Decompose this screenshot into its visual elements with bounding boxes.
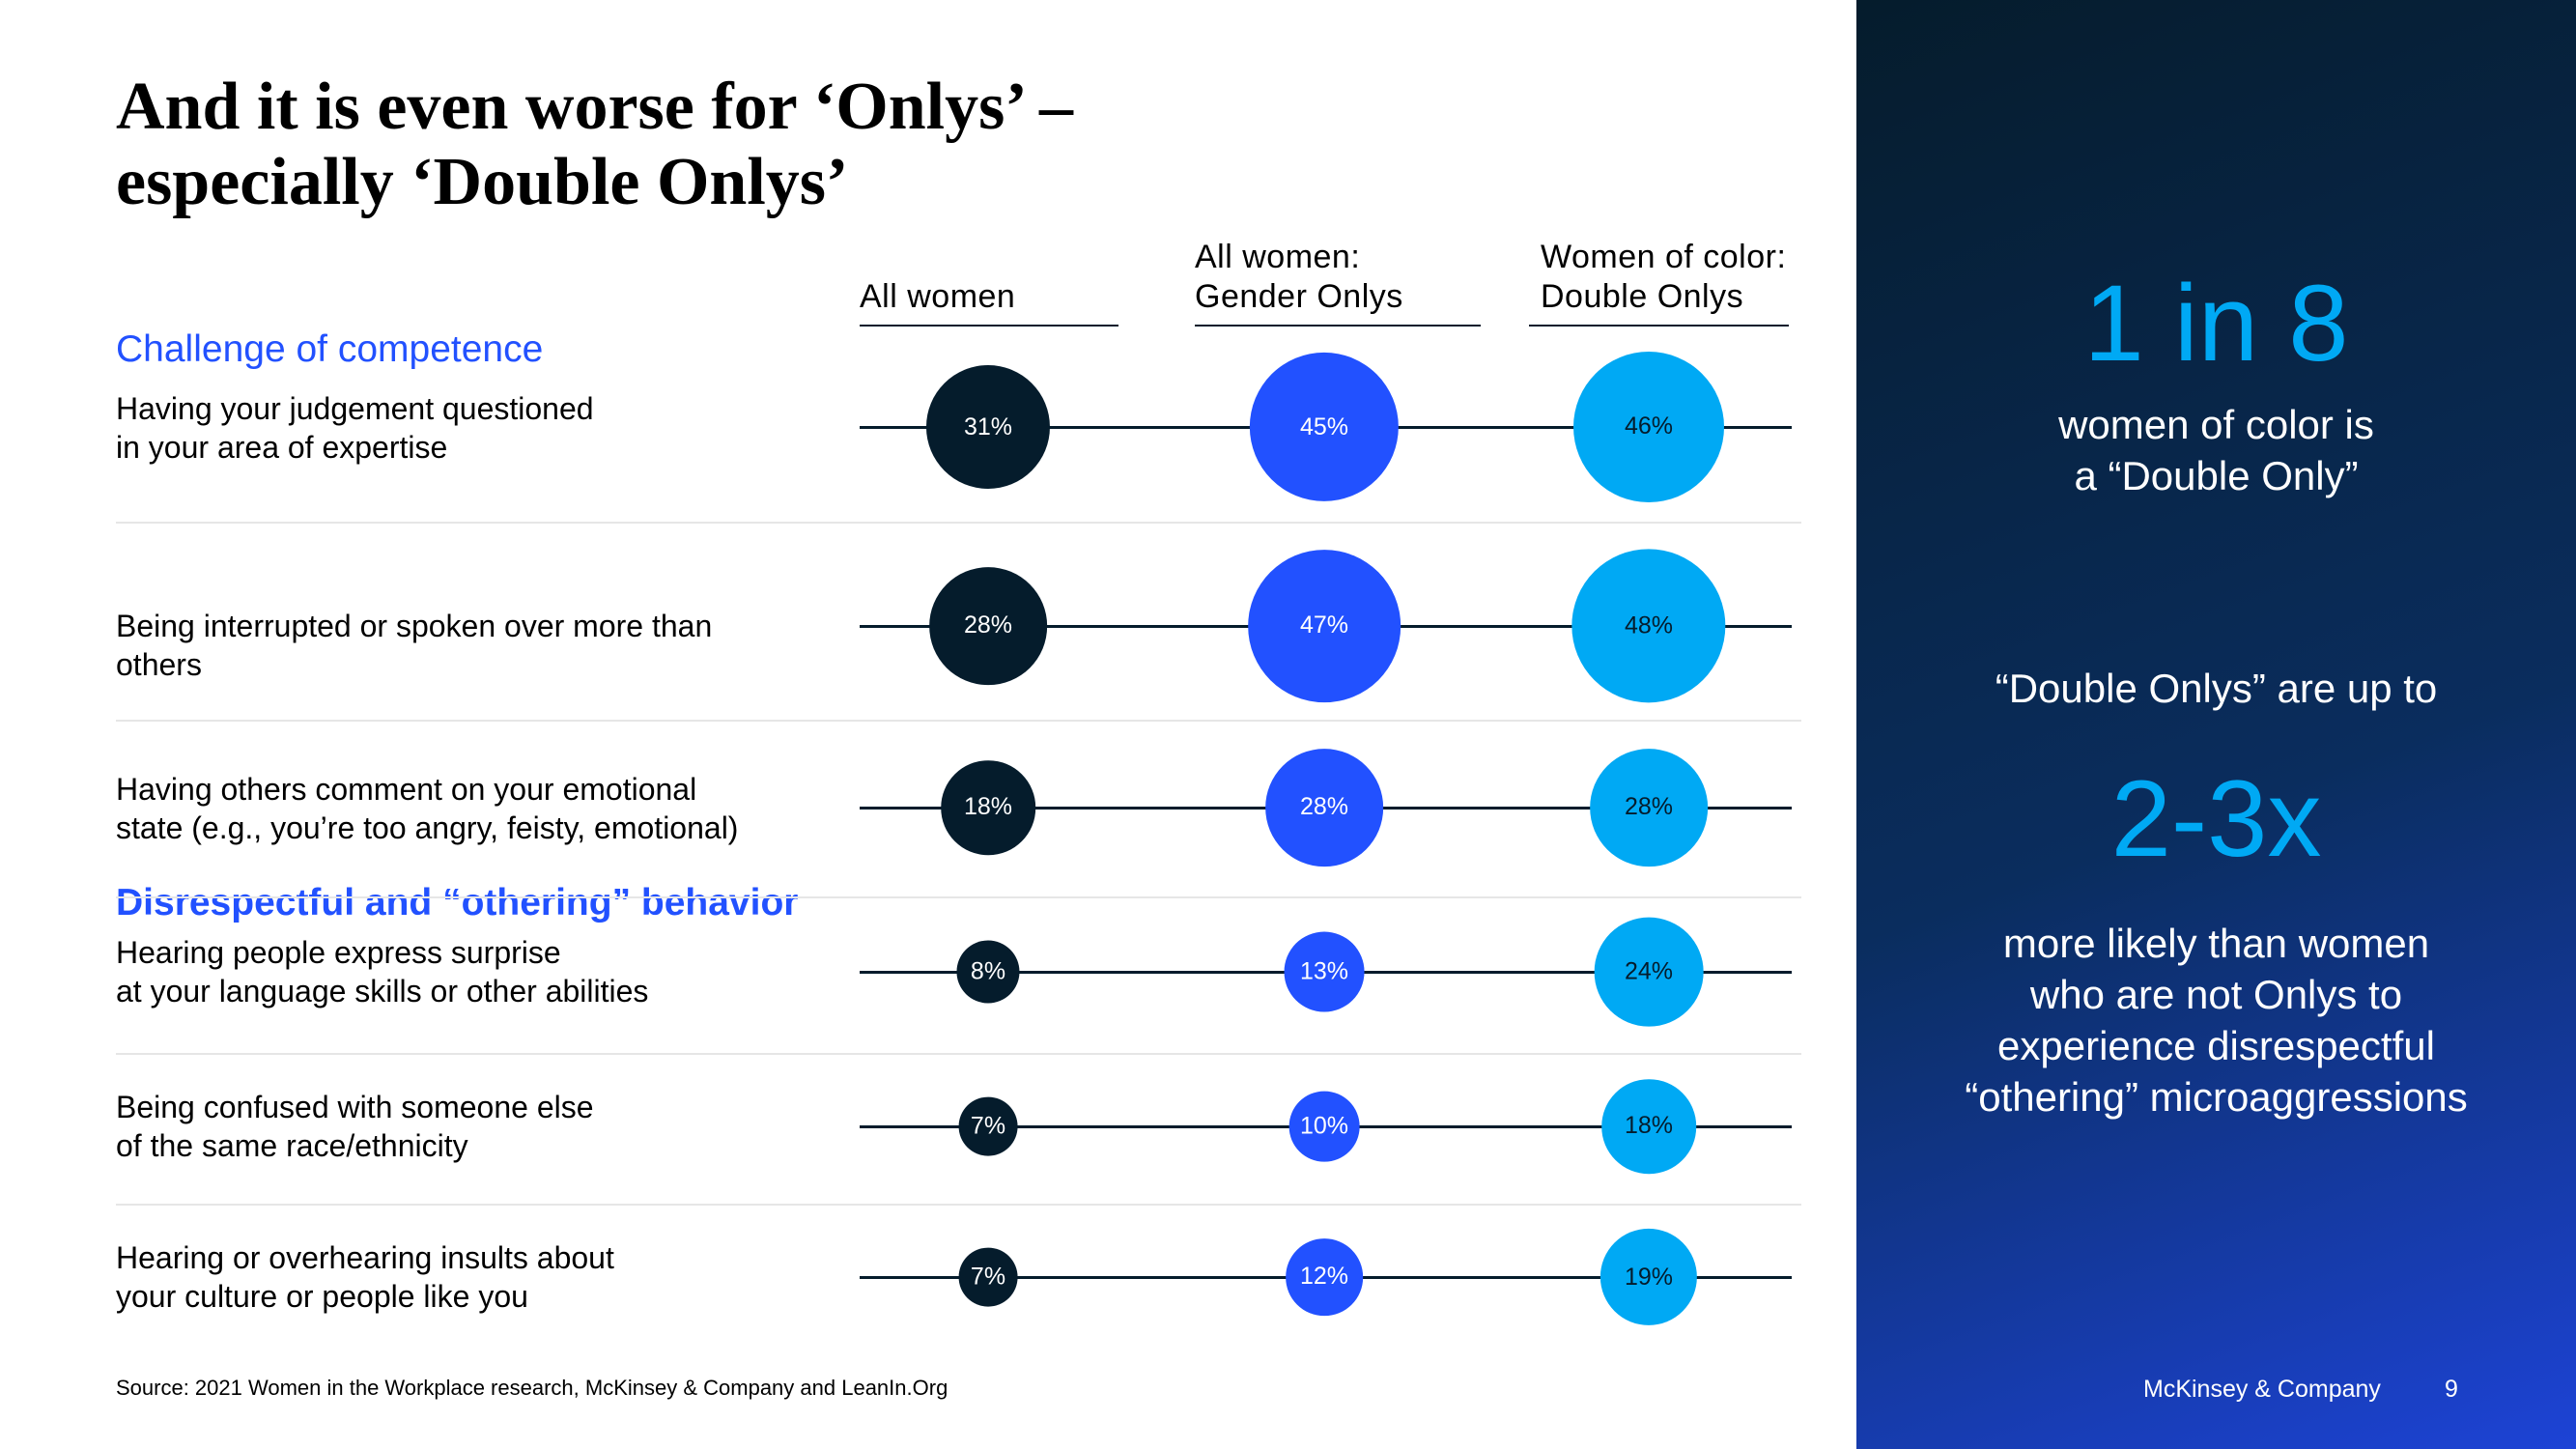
row-label: Having your judgement questioned in your… [116,389,811,467]
row-label-line: state (e.g., you’re too angry, feisty, e… [116,810,739,845]
row-label: Hearing people express surprise at your … [116,933,811,1010]
bubble-gender-onlys: 47% [1248,550,1401,702]
row-label-line: at your language skills or other abiliti… [116,974,649,1009]
bubble-double-onlys: 19% [1599,1228,1698,1326]
row-label-line: Hearing people express surprise [116,935,561,970]
stat-text-line: who are not Onlys to [2029,972,2403,1017]
bubble-gender-onlys: 13% [1284,931,1365,1012]
bubble-gender-onlys: 45% [1249,352,1400,502]
section-label-competence: Challenge of competence [116,328,544,370]
row-label-line: others [116,647,202,682]
bubble-all-women: 28% [929,567,1047,685]
stat-one-in-eight: 1 in 8 [2083,263,2349,384]
row-divider [116,522,1801,524]
stat-text-line: “othering” microaggressions [1965,1074,2468,1120]
brand-name: McKinsey & Company [2143,1376,2381,1403]
title-line-2: especially ‘Double Onlys’ [116,145,849,219]
row-label-line: Hearing or overhearing insults about [116,1240,614,1275]
column-header-all-women: All women [860,277,1118,327]
column-header-line: Women of color: [1541,239,1787,275]
stat-text-line: experience disrespectful [1997,1023,2435,1068]
stat-two-three-x: 2-3x [2110,758,2322,879]
stat-intro-text: “Double Onlys” are up to [1995,666,2438,711]
stat-one-in-eight-text: women of color is a “Double Only” [1856,399,2576,501]
page-title: And it is even worse for ‘Onlys’ – espec… [116,70,1372,220]
row-label-line: in your area of expertise [116,430,448,465]
bubble-all-women: 31% [925,364,1051,490]
section-label-othering: Disrespectful and “othering” behavior [116,882,799,923]
bubble-all-women: 18% [941,760,1035,855]
column-header-line: All women: [1195,239,1361,275]
row-divider [116,896,1801,898]
stat-text-line: more likely than women [2002,921,2430,966]
bubble-gender-onlys: 12% [1286,1238,1363,1316]
row-label-line: Having your judgement questioned [116,391,594,426]
row-label-line: Being interrupted or spoken over more th… [116,609,713,643]
row-label: Being confused with someone else of the … [116,1088,811,1165]
row-label: Hearing or overhearing insults about you… [116,1238,811,1316]
column-header-line: Gender Onlys [1195,278,1403,315]
stat-text-line: a “Double Only” [2074,453,2359,498]
row-label-line: Being confused with someone else [116,1090,594,1124]
bubble-all-women: 7% [958,1247,1018,1307]
row-label-line: your culture or people like you [116,1279,528,1314]
row-label: Having others comment on your emotional … [116,770,811,847]
column-header-line: All women [860,278,1016,315]
bubble-double-onlys: 24% [1594,917,1704,1027]
bubble-double-onlys: 46% [1573,352,1724,502]
row-label: Being interrupted or spoken over more th… [116,607,811,684]
row-label-line: of the same race/ethnicity [116,1128,468,1163]
column-header-double-onlys: Women of color: Double Onlys [1529,238,1789,327]
bubble-gender-onlys: 10% [1288,1091,1360,1162]
row-divider [116,1204,1801,1206]
source-note: Source: 2021 Women in the Workplace rese… [116,1376,948,1400]
title-line-1: And it is even worse for ‘Onlys’ – [116,70,1073,144]
row-label-line: Having others comment on your emotional [116,772,697,807]
bubble-double-onlys: 48% [1571,549,1726,703]
stats-panel: 1 in 8 women of color is a “Double Only”… [1856,0,2576,1449]
column-header-line: Double Onlys [1541,278,1744,315]
bubble-double-onlys: 28% [1590,749,1708,867]
stat-two-three-x-text: more likely than women who are not Onlys… [1856,918,2576,1122]
page-number: 9 [2445,1376,2458,1403]
row-divider [116,1053,1801,1055]
bubble-double-onlys: 18% [1601,1079,1696,1174]
bubble-all-women: 8% [956,940,1020,1004]
stat-text-line: women of color is [2058,402,2374,447]
column-header-gender-onlys: All women: Gender Onlys [1195,238,1481,327]
row-divider [116,720,1801,722]
bubble-all-women: 7% [958,1096,1018,1156]
bubble-gender-onlys: 28% [1265,749,1383,867]
